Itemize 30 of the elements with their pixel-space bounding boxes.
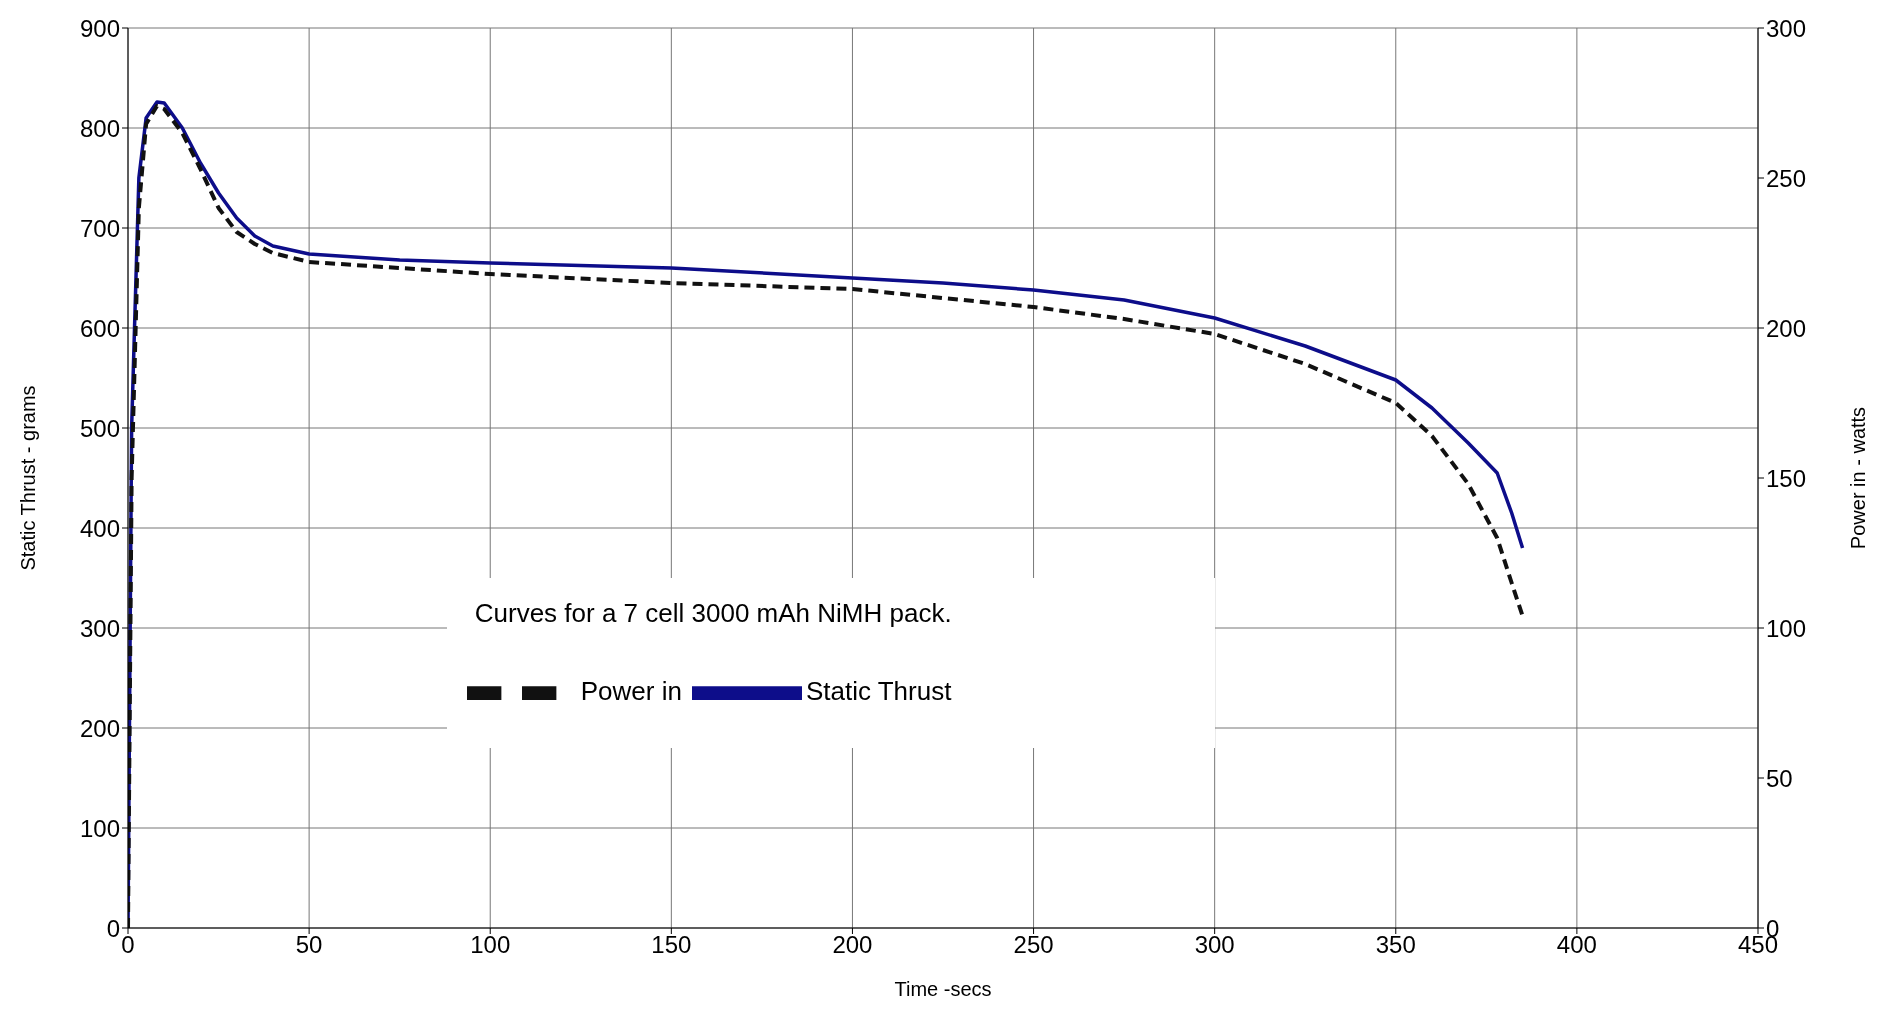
y-tick-label: 300 xyxy=(79,614,120,642)
x-tick-label: 50 xyxy=(295,931,323,959)
y2-axis-title: Power in - watts xyxy=(1847,406,1870,550)
x-axis-title: Time -secs xyxy=(894,978,992,1000)
legend-label: Static Thrust xyxy=(805,675,952,706)
y-tick-label: 500 xyxy=(79,414,120,442)
y2-tick-label: 100 xyxy=(1766,614,1807,642)
y-axis-title: Static Thrust - grams xyxy=(17,385,40,571)
y-tick-label: 200 xyxy=(79,714,120,742)
y2-tick-label: 50 xyxy=(1766,764,1793,792)
annotation: Curves for a 7 cell 3000 mAh NiMH pack. xyxy=(474,598,953,629)
y-tick-label: 400 xyxy=(79,514,120,542)
y2-tick-label: 200 xyxy=(1766,314,1807,342)
y-tick-label: 800 xyxy=(79,114,120,142)
y-tick-label: 100 xyxy=(79,814,120,842)
y2-tick-label: 300 xyxy=(1766,14,1807,42)
legend-label: Power in xyxy=(580,675,682,706)
x-tick-label: 250 xyxy=(1013,931,1054,959)
x-tick-label: 150 xyxy=(651,931,692,959)
x-tick-label: 300 xyxy=(1194,931,1235,959)
x-tick-label: 400 xyxy=(1556,931,1597,959)
x-tick-label: 200 xyxy=(832,931,873,959)
y-tick-label: 600 xyxy=(79,314,120,342)
y-tick-label: 900 xyxy=(79,14,120,42)
x-tick-label: 350 xyxy=(1375,931,1416,959)
y2-tick-label: 150 xyxy=(1766,464,1807,492)
y-tick-label: 700 xyxy=(79,214,120,242)
y-tick-label: 0 xyxy=(106,914,120,942)
y2-tick-label: 250 xyxy=(1766,164,1807,192)
x-tick-label: 100 xyxy=(470,931,511,959)
